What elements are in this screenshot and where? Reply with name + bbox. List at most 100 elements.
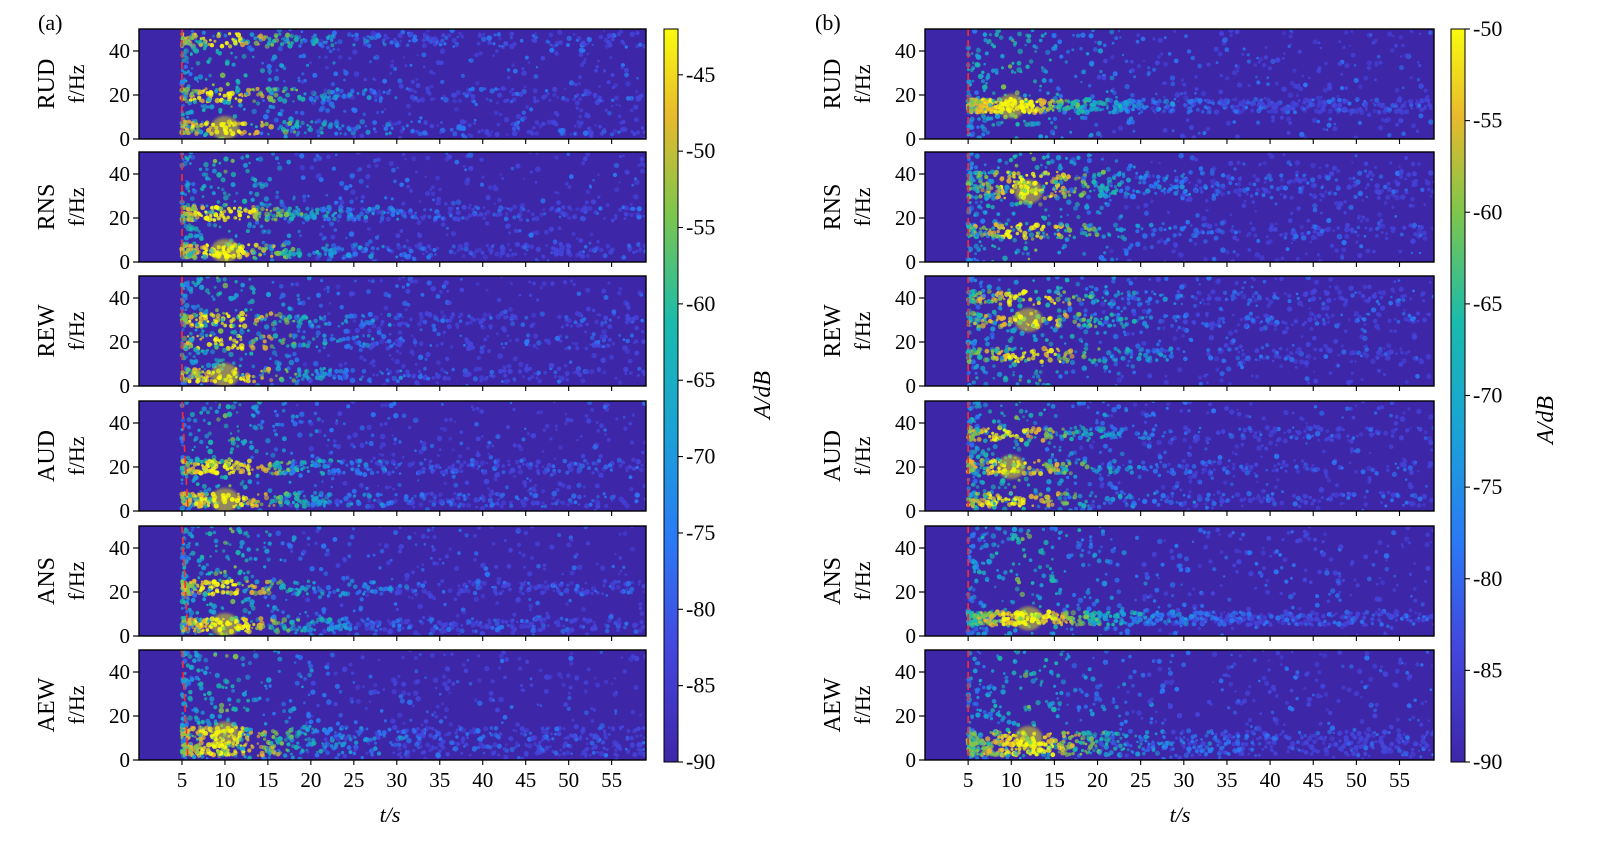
energy-speck bbox=[189, 196, 195, 202]
energy-speck bbox=[497, 498, 500, 502]
energy-speck bbox=[364, 441, 368, 445]
energy-speck bbox=[229, 336, 232, 339]
energy-speck bbox=[402, 127, 405, 131]
energy-speck bbox=[279, 42, 285, 47]
energy-speck bbox=[203, 488, 208, 494]
energy-speck bbox=[360, 199, 364, 203]
energy-speck bbox=[297, 373, 302, 378]
energy-speck bbox=[242, 439, 248, 444]
energy-speck bbox=[612, 172, 618, 178]
energy-speck bbox=[561, 205, 566, 210]
energy-speck bbox=[532, 488, 537, 493]
energy-speck bbox=[609, 354, 615, 360]
energy-speck bbox=[398, 375, 403, 380]
energy-speck bbox=[582, 60, 587, 65]
energy-speck bbox=[403, 56, 406, 59]
energy-speck bbox=[322, 208, 327, 213]
energy-speck bbox=[335, 284, 341, 290]
energy-speck bbox=[457, 551, 461, 555]
energy-speck bbox=[342, 254, 347, 260]
energy-speck bbox=[252, 99, 256, 103]
energy-speck bbox=[624, 466, 629, 471]
energy-speck bbox=[200, 98, 205, 104]
energy-speck bbox=[517, 465, 522, 469]
energy-speck bbox=[277, 127, 280, 131]
energy-speck bbox=[330, 82, 336, 87]
energy-speck bbox=[394, 343, 398, 346]
energy-speck bbox=[458, 528, 462, 533]
energy-speck bbox=[285, 32, 291, 38]
energy-speck bbox=[304, 368, 310, 374]
energy-speck bbox=[432, 71, 436, 76]
energy-speck bbox=[528, 280, 532, 284]
energy-speck bbox=[393, 315, 399, 321]
energy-speck bbox=[278, 338, 283, 343]
energy-speck bbox=[567, 185, 572, 189]
energy-speck bbox=[306, 466, 309, 469]
energy-speck bbox=[237, 36, 243, 41]
energy-speck bbox=[330, 43, 335, 48]
energy-speck bbox=[252, 132, 257, 136]
energy-speck bbox=[353, 340, 358, 345]
energy-speck bbox=[425, 36, 431, 42]
energy-speck bbox=[403, 494, 409, 499]
energy-speck bbox=[259, 317, 264, 322]
energy-speck bbox=[344, 314, 350, 320]
energy-speck bbox=[354, 32, 359, 38]
energy-speck bbox=[360, 247, 365, 253]
energy-speck bbox=[292, 100, 295, 103]
energy-speck bbox=[366, 333, 371, 338]
energy-speck bbox=[181, 355, 187, 361]
energy-speck bbox=[565, 377, 570, 382]
energy-speck bbox=[300, 175, 306, 181]
energy-speck bbox=[393, 66, 398, 71]
energy-speck bbox=[425, 155, 431, 161]
energy-speck bbox=[242, 375, 246, 380]
energy-speck bbox=[588, 184, 592, 188]
energy-speck bbox=[476, 206, 480, 211]
energy-speck bbox=[369, 35, 374, 41]
energy-speck bbox=[467, 579, 472, 584]
energy-speck bbox=[384, 340, 388, 344]
energy-speck bbox=[307, 194, 310, 198]
energy-speck bbox=[237, 492, 240, 496]
energy-speck bbox=[394, 96, 398, 100]
energy-speck bbox=[425, 190, 431, 196]
energy-speck bbox=[459, 277, 463, 281]
energy-speck bbox=[207, 439, 214, 445]
energy-speck bbox=[585, 189, 591, 195]
energy-speck bbox=[231, 317, 236, 322]
energy-speck bbox=[183, 64, 188, 70]
energy-speck bbox=[228, 44, 233, 49]
energy-speck bbox=[305, 63, 310, 67]
energy-speck bbox=[199, 337, 203, 341]
energy-speck bbox=[513, 380, 517, 383]
energy-speck bbox=[333, 71, 339, 77]
energy-speck bbox=[513, 474, 517, 478]
energy-speck bbox=[418, 369, 421, 372]
energy-speck bbox=[487, 40, 493, 46]
energy-speck bbox=[242, 463, 247, 468]
energy-speck bbox=[244, 617, 249, 622]
energy-speck bbox=[586, 418, 592, 424]
energy-speck bbox=[586, 36, 592, 43]
energy-speck bbox=[220, 321, 224, 325]
energy-speck bbox=[190, 462, 193, 465]
energy-speck bbox=[516, 497, 520, 501]
energy-speck bbox=[621, 205, 625, 209]
energy-speck bbox=[532, 96, 537, 100]
energy-speck bbox=[270, 471, 275, 476]
energy-speck bbox=[543, 229, 549, 235]
energy-speck bbox=[376, 373, 379, 377]
energy-speck bbox=[501, 45, 504, 48]
energy-speck bbox=[360, 206, 365, 212]
energy-speck bbox=[260, 374, 264, 378]
channel-label: RNS bbox=[34, 184, 60, 231]
energy-speck bbox=[210, 349, 216, 355]
energy-speck bbox=[219, 475, 224, 480]
energy-speck bbox=[254, 191, 260, 197]
energy-speck bbox=[542, 428, 546, 432]
energy-speck bbox=[507, 306, 513, 312]
energy-speck bbox=[424, 357, 428, 361]
energy-speck bbox=[429, 36, 434, 41]
